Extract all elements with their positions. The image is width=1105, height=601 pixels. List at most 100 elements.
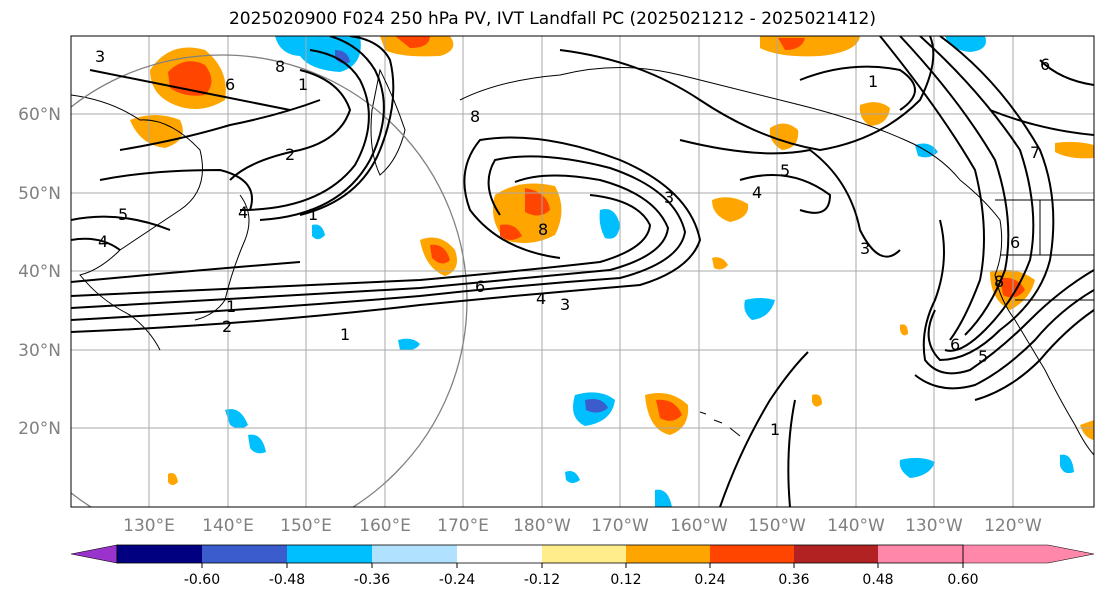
negative-anomaly <box>565 471 580 483</box>
colorbar-segment <box>457 545 542 563</box>
lat-label: 20°N <box>18 419 61 439</box>
pv-contours <box>71 36 1094 507</box>
positive-anomaly <box>812 394 822 407</box>
pv-contour <box>71 194 652 297</box>
pv-contour <box>919 36 1035 352</box>
colorbar-extend-low <box>70 544 118 564</box>
colorbar-extend-high <box>962 544 1095 564</box>
contour-label: 6 <box>225 75 235 94</box>
colorbar-outline <box>116 544 964 564</box>
pv-contour <box>922 219 1094 375</box>
colorbar-segment <box>542 545 626 563</box>
contour-label: 6 <box>1010 233 1020 252</box>
contour-label: 6 <box>950 335 960 354</box>
positive-anomaly-core <box>395 36 430 48</box>
colorbar-segment <box>372 545 457 563</box>
positive-anomaly-core <box>430 244 450 264</box>
lon-label: 140°W <box>827 516 885 536</box>
colorbar-segment <box>287 545 372 563</box>
colorbar-segment <box>794 545 878 563</box>
contour-labels: 3 8 6 2 1 5 4 1 3 6 8 8 4 5 3 1 6 4 3 2 … <box>95 47 1050 439</box>
pv-contour <box>71 136 702 333</box>
pv-contour <box>879 36 985 341</box>
colorbar-tick-label: -0.60 <box>184 572 220 588</box>
contour-label: 4 <box>98 232 108 251</box>
pv-contour <box>71 237 121 251</box>
pv-contour <box>99 168 253 211</box>
pv-contour <box>739 174 832 214</box>
longitude-labels: 130°E 140°E 150°E 160°E 170°E 180°W 170°… <box>123 516 1042 536</box>
colorbar-segment <box>878 545 963 563</box>
positive-anomaly <box>1055 141 1094 159</box>
colorbar: -0.60 -0.48 -0.36 -0.24 -0.12 0.12 0.24 … <box>70 544 1095 588</box>
positive-anomaly-core <box>525 188 550 216</box>
positive-anomaly <box>900 324 908 336</box>
colorbar-tick-label: -0.12 <box>524 572 560 588</box>
pv-contour <box>299 36 395 216</box>
colorbar-segment <box>117 545 202 563</box>
positive-anomaly <box>1080 420 1094 440</box>
japan-coastline <box>194 194 250 321</box>
contour-label: 8 <box>538 220 548 239</box>
negative-anomaly-core <box>585 399 608 413</box>
pv-shading <box>130 36 1094 507</box>
contour-label: 4 <box>536 289 546 308</box>
negative-anomaly <box>1060 454 1074 474</box>
lon-label: 160°W <box>670 516 728 536</box>
pv-contour <box>1039 59 1094 86</box>
negative-anomaly <box>312 224 325 240</box>
map-frame <box>70 35 1095 508</box>
contour-label: 5 <box>978 347 988 366</box>
lat-label: 40°N <box>18 262 61 282</box>
pv-contour <box>989 109 1094 136</box>
contour-label: 3 <box>560 295 570 314</box>
positive-anomaly-core <box>656 399 682 421</box>
contour-label: 8 <box>275 57 285 76</box>
lon-label: 150°E <box>280 516 332 536</box>
contour-label: 8 <box>994 272 1004 291</box>
pv-contour <box>679 139 901 258</box>
lon-label: 180°W <box>513 516 571 536</box>
contour-label: 1 <box>770 420 780 439</box>
contour-label: 6 <box>475 277 485 296</box>
negative-anomaly <box>275 36 361 72</box>
contour-label: 1 <box>226 297 236 316</box>
contour-label: 2 <box>222 317 232 336</box>
colorbar-ticks <box>201 563 964 568</box>
negative-anomaly <box>225 409 248 429</box>
hawaii-islands <box>699 411 741 437</box>
contour-label: 1 <box>308 205 318 224</box>
colorbar-tick-label: 0.24 <box>694 572 725 588</box>
colorbar-tick-label: -0.48 <box>269 572 305 588</box>
colorbar-tick-label: -0.24 <box>439 572 475 588</box>
pv-contour <box>559 36 935 152</box>
lat-label: 50°N <box>18 184 61 204</box>
pv-contour <box>927 36 1055 362</box>
contour-label: 3 <box>664 188 674 207</box>
contour-label: 3 <box>860 239 870 258</box>
pv-contour <box>259 36 385 221</box>
colorbar-tick-label: 0.36 <box>778 572 809 588</box>
lat-label: 30°N <box>18 341 61 361</box>
contour-label: 1 <box>298 75 308 94</box>
contour-label: 3 <box>95 47 105 66</box>
pv-contour <box>71 261 301 283</box>
contour-label: 5 <box>780 161 790 180</box>
positive-anomaly <box>712 257 728 270</box>
contour-label: 1 <box>868 72 878 91</box>
lon-label: 140°E <box>202 516 254 536</box>
pv-contour <box>974 309 1094 401</box>
pv-contour <box>71 155 687 321</box>
colorbar-tick-label: 0.60 <box>947 572 978 588</box>
colorbar-segment <box>202 545 287 563</box>
map-title: 2025020900 F024 250 hPa PV, IVT Landfall… <box>228 9 876 29</box>
coastlines <box>71 67 1094 456</box>
negative-anomaly <box>899 457 935 478</box>
negative-anomaly <box>599 209 620 239</box>
pv-contour <box>239 49 370 211</box>
negative-anomaly <box>248 434 266 454</box>
pv-contour <box>89 69 291 111</box>
colorbar-tick-label: -0.36 <box>354 572 390 588</box>
contour-label: 4 <box>752 183 762 202</box>
lon-label: 120°W <box>984 516 1042 536</box>
